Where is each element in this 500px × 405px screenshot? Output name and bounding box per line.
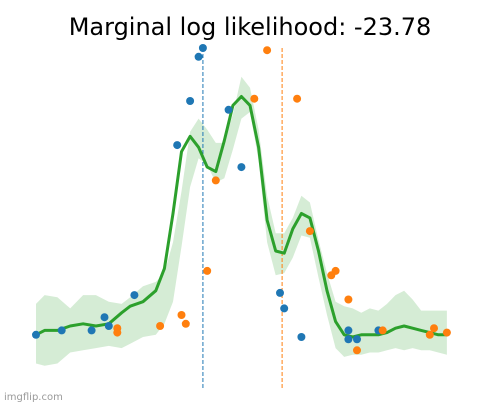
series-2-point-16 bbox=[378, 326, 387, 335]
series-2-point-9 bbox=[263, 46, 272, 55]
series-2-point-10 bbox=[293, 94, 302, 103]
series-2-point-17 bbox=[425, 330, 434, 339]
series-2-point-11 bbox=[305, 227, 314, 236]
series-1-point-11 bbox=[224, 105, 233, 114]
series-1-point-2 bbox=[57, 326, 66, 335]
series-2-point-13 bbox=[331, 266, 340, 275]
series-1-point-4 bbox=[100, 313, 109, 322]
series-1-point-12 bbox=[237, 163, 246, 172]
series-1-point-5 bbox=[104, 322, 113, 330]
series-1-point-14 bbox=[280, 304, 289, 313]
series-2-point-15 bbox=[353, 346, 361, 355]
series-2-point-19 bbox=[442, 328, 451, 337]
series-1-point-15 bbox=[297, 333, 306, 341]
series-2-point-7 bbox=[203, 266, 212, 275]
series-2-point-4 bbox=[177, 311, 186, 319]
series-1-point-16 bbox=[344, 335, 353, 344]
series-1-point-8 bbox=[186, 97, 195, 105]
chart-title: Marginal log likelihood: -23.78 bbox=[69, 13, 432, 41]
series-1-point-3 bbox=[87, 326, 96, 335]
series-2-point-14 bbox=[344, 295, 353, 304]
series-1-point-10 bbox=[198, 44, 207, 52]
series-1-point-1 bbox=[32, 330, 40, 339]
watermark-text: imgflip.com bbox=[4, 392, 63, 403]
series-1-point-7 bbox=[173, 141, 182, 150]
series-2-point-18 bbox=[430, 324, 438, 333]
series-2-point-6 bbox=[211, 176, 220, 185]
series-1-point-6 bbox=[130, 291, 139, 300]
plot-area bbox=[32, 44, 451, 390]
series-1-point-18 bbox=[353, 335, 361, 344]
series-1-point-13 bbox=[276, 288, 284, 297]
series-2-point-5 bbox=[181, 319, 190, 328]
confidence-band bbox=[36, 76, 447, 366]
series-2-point-2 bbox=[113, 328, 122, 337]
series-2-point-8 bbox=[250, 94, 259, 103]
series-1-point-9 bbox=[194, 52, 203, 61]
series-1-point-17 bbox=[344, 326, 353, 335]
series-2-point-3 bbox=[156, 322, 165, 330]
